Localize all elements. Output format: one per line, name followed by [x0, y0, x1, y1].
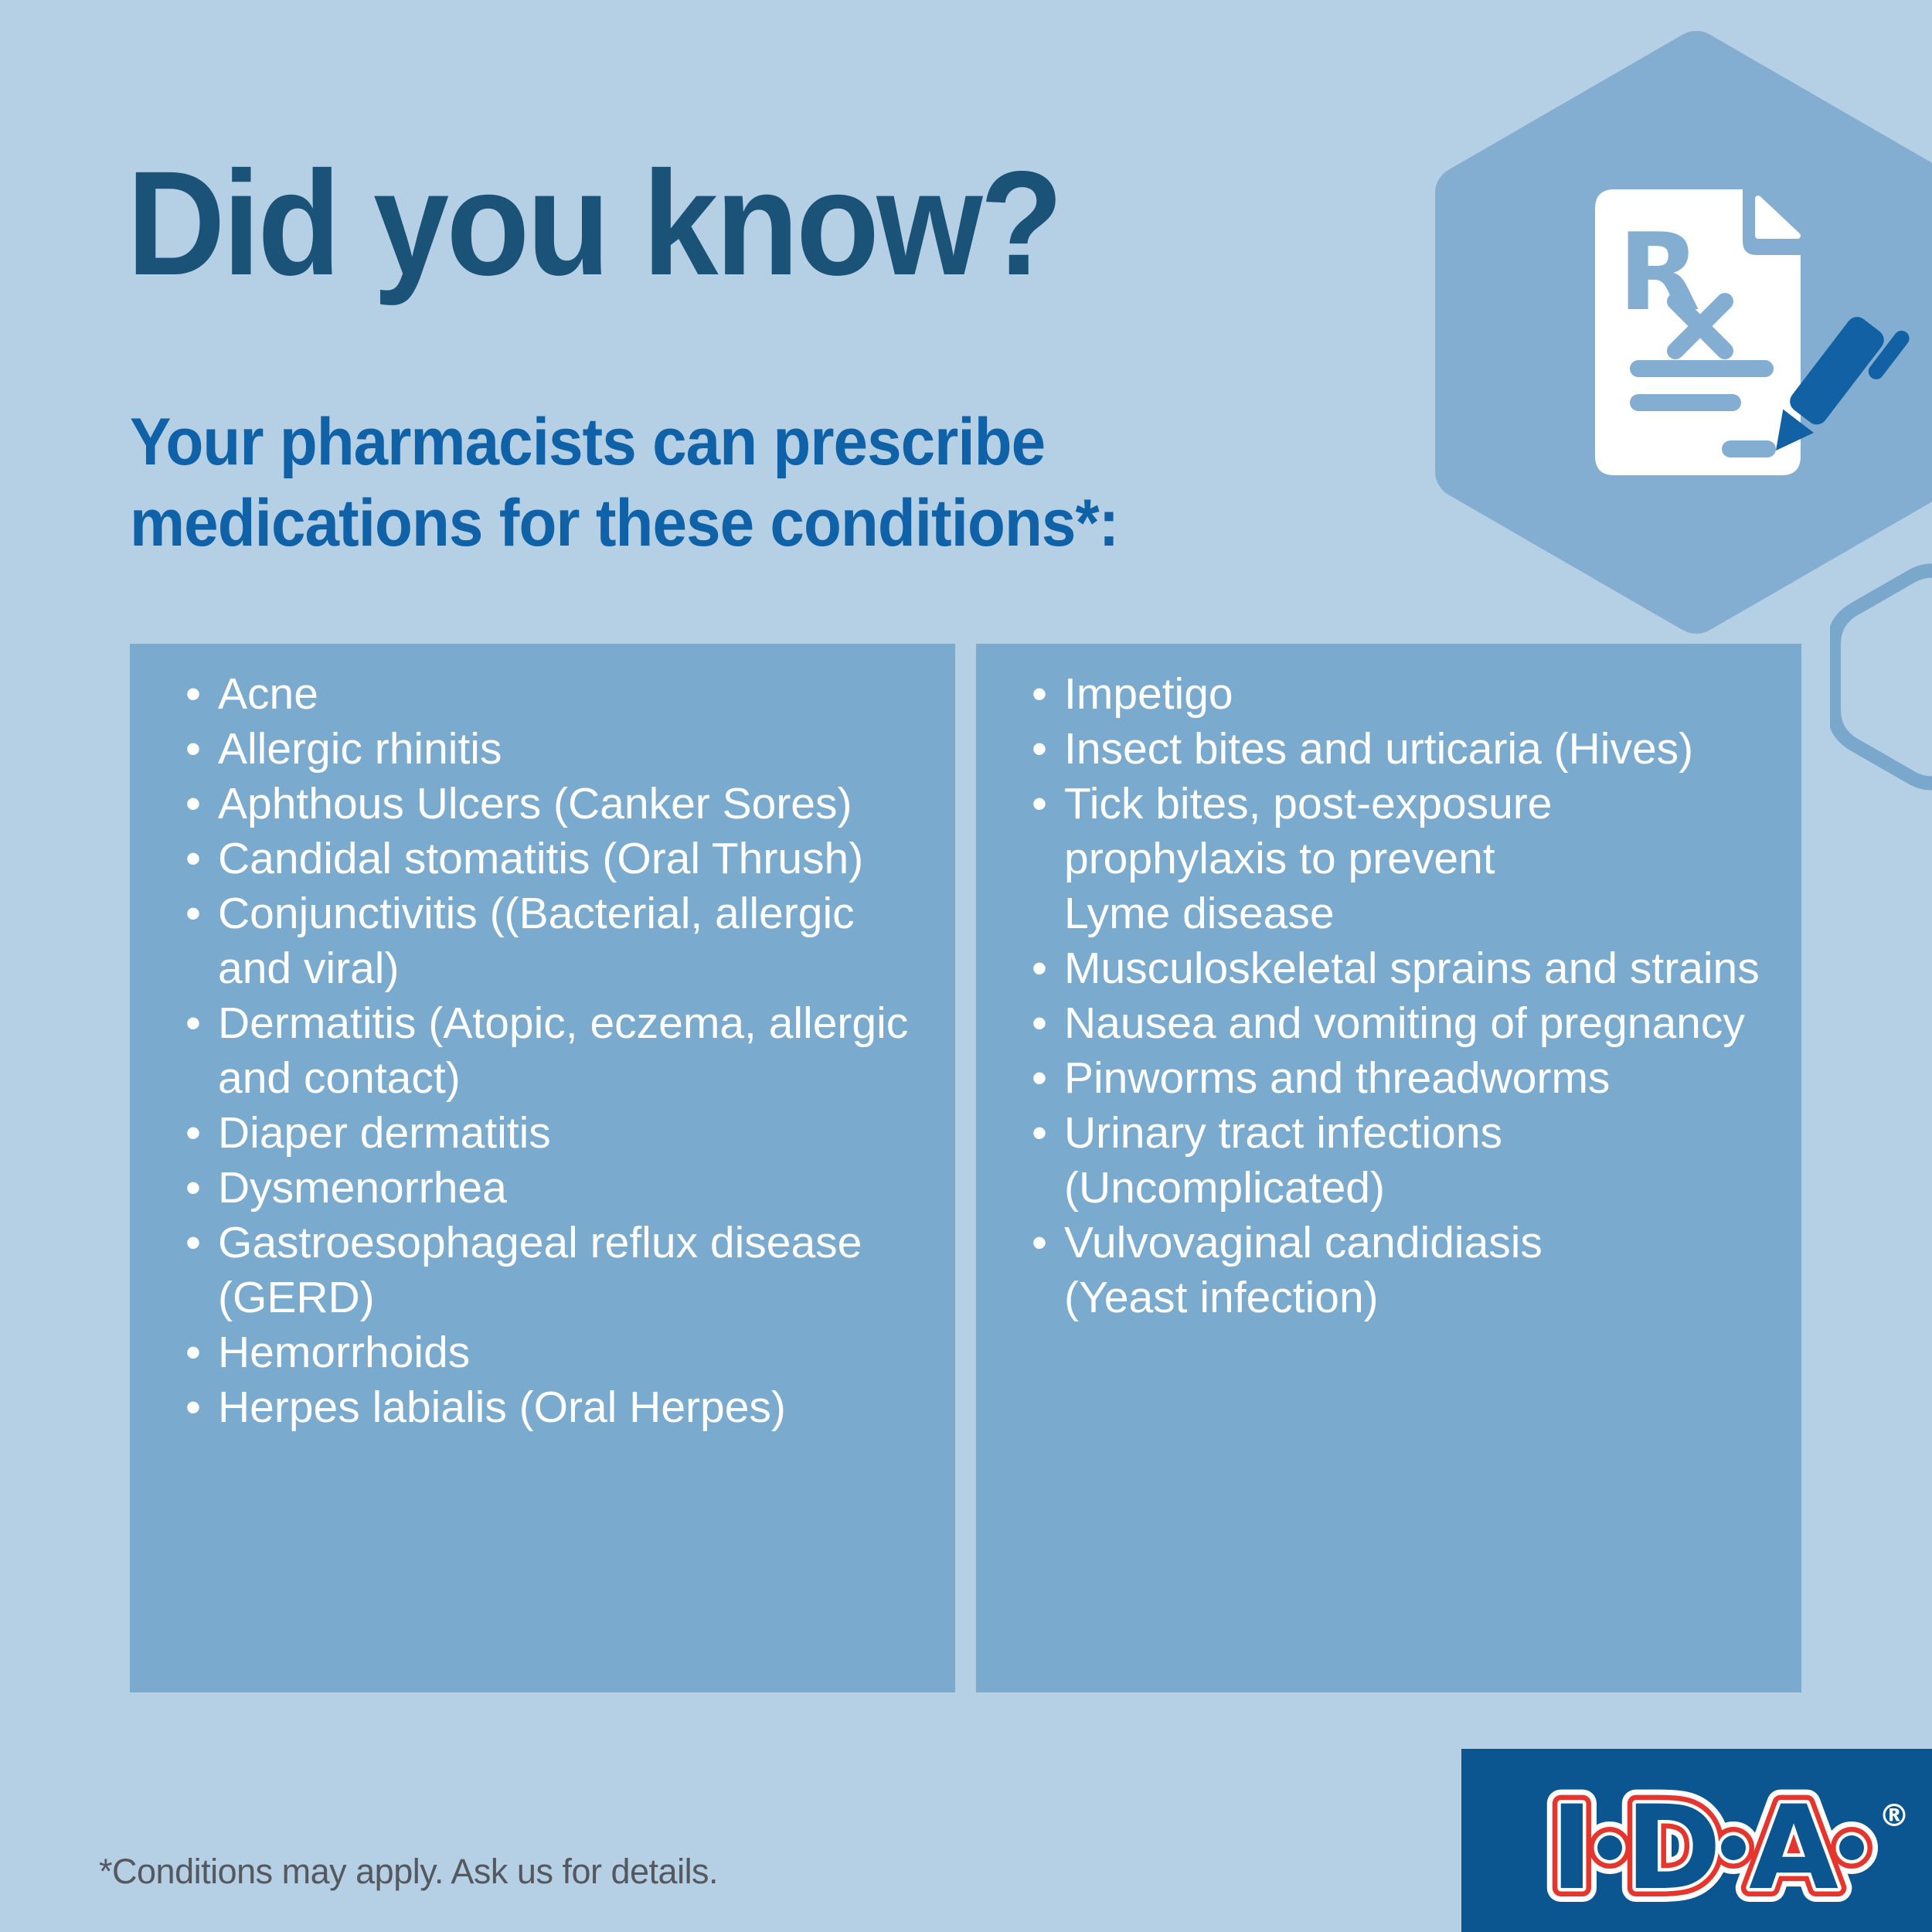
bullet-icon: •: [1032, 1218, 1047, 1267]
condition-text: Dysmenorrhea: [218, 1163, 507, 1213]
condition-text: Nausea and vomiting of pregnancy: [1064, 998, 1745, 1048]
document-line: [1630, 394, 1741, 411]
list-item: • Herpes labialis (Oral Herpes): [185, 1380, 934, 1435]
bullet-icon: •: [185, 1383, 201, 1432]
condition-text: Allergic rhinitis: [218, 724, 502, 774]
list-item: • Nausea and vomiting of pregnancy: [1032, 996, 1780, 1051]
bullet-icon: •: [185, 834, 201, 883]
bullet-icon: •: [1032, 1053, 1047, 1103]
list-item: • Hemorrhoids: [185, 1325, 934, 1380]
bullet-icon: •: [1032, 724, 1047, 774]
page-subtitle: Your pharmacists can prescribe medicatio…: [130, 405, 1119, 560]
bullet-icon: •: [185, 1163, 201, 1213]
bullet-icon: •: [1032, 944, 1047, 993]
pen-icon: [1776, 317, 1910, 451]
list-item: • Allergic rhinitis: [185, 722, 934, 777]
bullet-icon: •: [185, 1328, 201, 1377]
list-item: • Tick bites, post-exposure prophylaxis t…: [1032, 777, 1780, 941]
pen-body: [1790, 317, 1884, 425]
document-line: [1630, 360, 1774, 377]
registered-trademark: ®: [1879, 1798, 1910, 1834]
ida-logo-box: I D A ®: [1461, 1749, 1932, 1932]
bullet-icon: •: [185, 724, 201, 774]
bullet-icon: •: [185, 998, 201, 1048]
footnote: *Conditions may apply. Ask us for detail…: [99, 1852, 719, 1891]
hexagon-outline-decoration: [1830, 563, 1932, 791]
list-item: • Vulvovaginal candidiasis (Yeast infecti…: [1032, 1216, 1780, 1325]
rx-hexagon-badge: R: [1435, 31, 1932, 634]
condition-text: Impetigo: [1064, 669, 1233, 719]
condition-text: Candidal stomatitis (Oral Thrush): [218, 834, 864, 883]
pen-nib: [1776, 409, 1815, 451]
bullet-icon: •: [1032, 1108, 1047, 1158]
bullet-icon: •: [1032, 779, 1047, 828]
condition-text: Vulvovaginal candidiasis (Yeast infectio…: [1064, 1218, 1543, 1322]
list-item: • Pinworms and threadworms: [1032, 1051, 1780, 1106]
condition-text: Urinary tract infections (Uncomplicated): [1064, 1108, 1503, 1213]
condition-text: Acne: [218, 669, 318, 719]
pen-clip: [1868, 330, 1910, 379]
condition-text: Hemorrhoids: [218, 1328, 471, 1377]
list-item: • Aphthous Ulcers (Canker Sores): [185, 777, 934, 832]
list-item: • Diaper dermatitis: [185, 1106, 934, 1161]
list-item: • Conjunctivitis ((Bacterial, allergic an…: [185, 886, 934, 996]
condition-text: Conjunctivitis ((Bacterial, allergic and…: [218, 889, 855, 993]
conditions-panel-left: • Acne • Allergic rhinitis • Aphthous Ulcer…: [130, 644, 955, 1692]
ida-logo: I D A ®: [1461, 1749, 1910, 1932]
list-item: • Candidal stomatitis (Oral Thrush): [185, 832, 934, 886]
list-item: • Acne: [185, 667, 934, 722]
document-signature-line: [1722, 440, 1776, 457]
bullet-icon: •: [1032, 669, 1047, 719]
bullet-icon: •: [1032, 998, 1047, 1048]
bullet-icon: •: [185, 889, 201, 938]
bullet-icon: •: [185, 1218, 201, 1267]
condition-text: Diaper dermatitis: [218, 1108, 551, 1158]
list-item: • Musculoskeletal sprains and strains: [1032, 941, 1780, 996]
bullet-icon: •: [185, 779, 201, 828]
condition-text: Insect bites and urticaria (Hives): [1064, 724, 1694, 774]
condition-text: Musculoskeletal sprains and strains: [1064, 944, 1760, 993]
condition-text: Pinworms and threadworms: [1064, 1053, 1611, 1103]
bullet-icon: •: [185, 1108, 201, 1158]
rx-cross-stroke: [1667, 293, 1733, 359]
conditions-list-left: • Acne • Allergic rhinitis • Aphthous Ulcer…: [130, 644, 955, 1435]
condition-text: Tick bites, post-exposure prophylaxis to…: [1064, 779, 1553, 938]
condition-text: Aphthous Ulcers (Canker Sores): [218, 779, 852, 828]
conditions-panel-right: • Impetigo • Insect bites and urticaria (H…: [976, 644, 1801, 1692]
list-item: • Urinary tract infections (Uncomplicated…: [1032, 1106, 1780, 1216]
document-fold-icon: [1755, 196, 1801, 239]
page-title: Did you know?: [127, 140, 1063, 306]
bullet-icon: •: [185, 669, 201, 719]
condition-text: Gastroesophageal reflux disease (GERD): [218, 1218, 862, 1322]
list-item: • Dysmenorrhea: [185, 1161, 934, 1216]
list-item: • Dermatitis (Atopic, eczema, allergic an…: [185, 996, 934, 1106]
conditions-list-right: • Impetigo • Insect bites and urticaria (H…: [976, 644, 1801, 1325]
condition-text: Herpes labialis (Oral Herpes): [218, 1383, 786, 1432]
list-item: • Impetigo: [1032, 667, 1780, 722]
list-item: • Insect bites and urticaria (Hives): [1032, 722, 1780, 777]
list-item: • Gastroesophageal reflux disease (GERD): [185, 1216, 934, 1325]
condition-text: Dermatitis (Atopic, eczema, allergic and…: [218, 998, 909, 1103]
